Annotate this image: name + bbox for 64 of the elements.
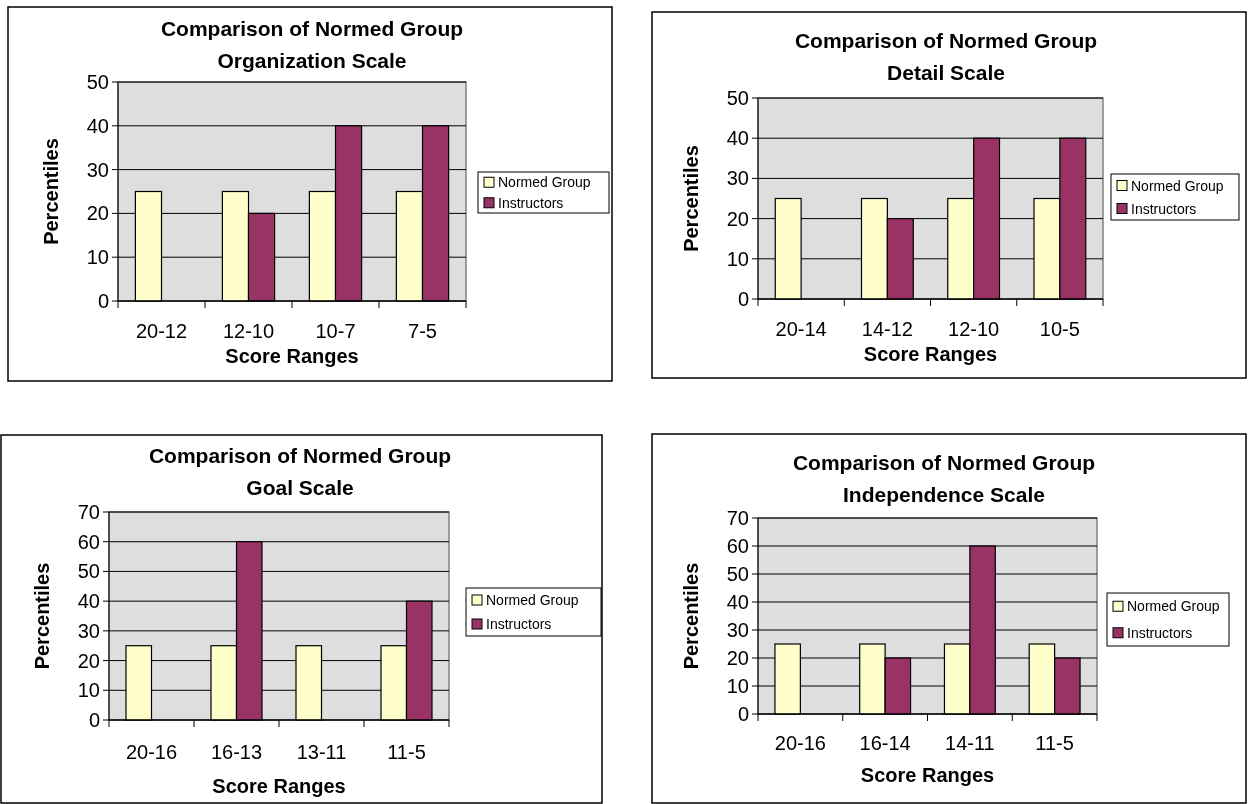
y-tick-label: 20 [86, 202, 109, 225]
legend-label: Instructors [1127, 624, 1193, 641]
y-axis-title: Percentiles [680, 145, 702, 252]
x-tick-label: 10-5 [1039, 318, 1080, 340]
x-tick-label: 11-5 [1035, 732, 1074, 754]
y-tick-label: 60 [726, 535, 749, 557]
legend-label: Instructors [1131, 200, 1197, 217]
x-tick-label: 10-7 [315, 320, 356, 342]
x-tick-label: 13-11 [296, 741, 347, 763]
y-tick-label: 10 [726, 247, 749, 270]
x-tick-label: 7-5 [408, 320, 437, 342]
x-tick-label: 14-11 [945, 732, 995, 754]
x-tick-label: 12-10 [948, 318, 1000, 340]
y-tick-label: 10 [86, 246, 109, 269]
y-tick-label: 60 [77, 530, 100, 553]
y-tick-label: 0 [97, 290, 109, 312]
y-tick-label: 30 [726, 167, 749, 190]
legend-label: Normed Group [1131, 177, 1224, 194]
y-tick-label: 0 [737, 703, 749, 725]
y-tick-label: 70 [77, 501, 100, 523]
y-tick-label: 20 [726, 647, 749, 669]
chart-title: Comparison of Normed Group Goal Scale [148, 443, 452, 499]
chart-title: Comparison of Normed Group Detail Scale [794, 28, 1098, 84]
y-axis-title: Percentiles [31, 562, 53, 670]
x-tick-label: 16-14 [859, 732, 911, 754]
x-axis-title: Score Ranges [225, 345, 359, 367]
y-tick-label: 50 [726, 87, 749, 109]
y-tick-label: 40 [726, 591, 749, 613]
y-tick-label: 10 [77, 679, 100, 702]
x-tick-label: 12-10 [222, 320, 275, 342]
x-axis-title: Score Ranges [860, 764, 995, 786]
y-tick-label: 30 [726, 619, 749, 641]
x-tick-label: 20-14 [775, 318, 827, 340]
x-tick-label: 20-16 [125, 741, 178, 763]
x-axis-title: Score Ranges [863, 343, 998, 365]
x-axis-title: Score Ranges [212, 775, 346, 797]
y-tick-label: 70 [726, 507, 749, 529]
y-axis-title: Percentiles [680, 562, 702, 670]
y-axis-title: Percentiles [40, 138, 62, 245]
x-tick-label: 16-13 [210, 741, 263, 763]
y-tick-label: 0 [88, 709, 100, 731]
x-tick-label: 20-12 [135, 320, 188, 342]
y-tick-label: 50 [77, 560, 100, 583]
y-tick-label: 20 [77, 649, 100, 672]
legend-label: Normed Group [498, 174, 591, 191]
y-tick-label: 0 [737, 288, 749, 310]
chart-title: Comparison of Normed Group Organization Scale [160, 16, 464, 72]
chart-title: Comparison of Normed Group Independence Scale [792, 450, 1096, 506]
legend-label: Normed Group [1127, 598, 1220, 615]
y-tick-label: 10 [726, 675, 749, 697]
y-tick-label: 40 [77, 590, 100, 613]
y-tick-label: 50 [86, 71, 109, 93]
y-tick-label: 50 [726, 563, 749, 585]
x-tick-label: 14-12 [861, 318, 913, 340]
x-tick-label: 11-5 [387, 741, 426, 763]
y-tick-label: 40 [86, 114, 109, 137]
y-tick-label: 40 [726, 127, 749, 150]
legend-label: Normed Group [486, 592, 579, 608]
y-tick-label: 30 [77, 619, 100, 642]
x-tick-label: 20-16 [774, 732, 826, 754]
legend-label: Instructors [498, 194, 564, 211]
legend-label: Instructors [486, 616, 552, 632]
y-tick-label: 30 [86, 158, 109, 181]
y-tick-label: 20 [726, 207, 749, 230]
